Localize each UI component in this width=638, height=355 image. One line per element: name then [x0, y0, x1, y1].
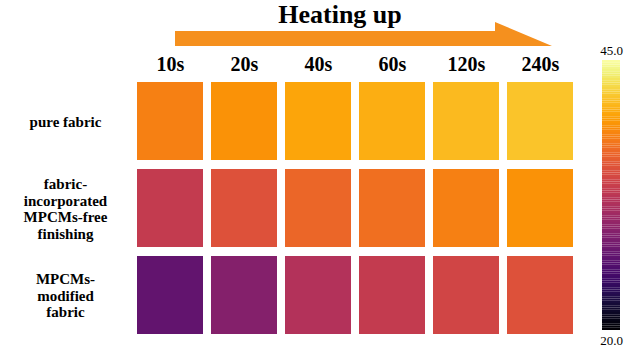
- svg-text:20s: 20s: [231, 53, 259, 75]
- svg-text:MPCMs-modifiedfabric: MPCMs-modifiedfabric: [36, 271, 95, 320]
- svg-text:45.0: 45.0: [600, 43, 623, 58]
- svg-text:240s: 240s: [522, 53, 560, 75]
- svg-text:60s: 60s: [379, 53, 407, 75]
- svg-text:pure fabric: pure fabric: [30, 114, 102, 130]
- svg-text:120s: 120s: [448, 53, 486, 75]
- html-text:Heating up: Heating up: [278, 0, 402, 29]
- svg-text:10s: 10s: [157, 53, 185, 75]
- svg-text:fabric-incorporatedMPCMs-freef: fabric-incorporatedMPCMs-freefinishing: [24, 176, 108, 242]
- svg-text:20.0: 20.0: [600, 333, 623, 348]
- svg-text:40s: 40s: [305, 53, 333, 75]
